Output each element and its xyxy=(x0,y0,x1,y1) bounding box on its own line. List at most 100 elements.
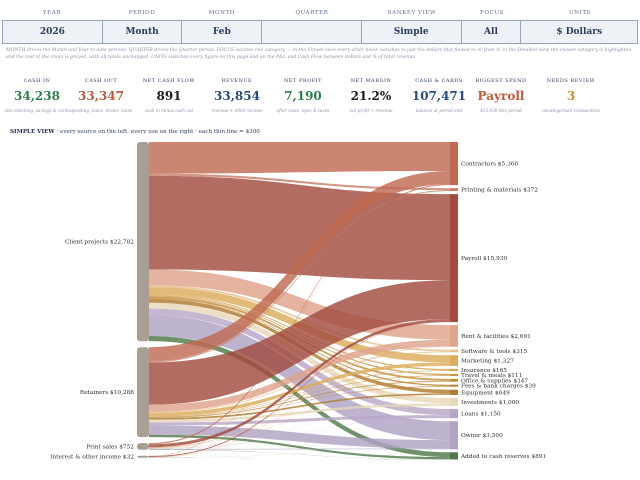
flow-retainers-to-contractors xyxy=(149,171,450,362)
kpi-value: 7,190 xyxy=(284,89,322,103)
kpi-value: 3 xyxy=(566,89,576,103)
source-label: Client projects $22,782 xyxy=(65,240,134,246)
target-label: Investments $1,000 xyxy=(461,400,519,406)
source-label: Interest & other income $32 xyxy=(50,455,134,461)
flow-print-sales-to-travel-meals xyxy=(149,375,450,449)
target-label: Contractors $5,366 xyxy=(461,162,518,168)
target-node-insurance xyxy=(450,368,458,371)
kpi-label: REVENUE xyxy=(221,78,253,84)
flow-interest-other-income-to-office-supplies xyxy=(149,381,450,458)
flow-retainers-to-investments xyxy=(149,403,450,423)
hint-line-1: MONTH drives the Month and Year-to-date … xyxy=(6,48,632,53)
flow-print-sales-to-insurance xyxy=(149,370,450,449)
source-label: Print sales $752 xyxy=(86,444,134,450)
flow-client-projects-to-printing-materials xyxy=(149,173,450,191)
flow-interest-other-income-to-fees-bank-charges xyxy=(149,386,450,458)
flow-retainers-to-payroll xyxy=(149,280,450,405)
target-node-rent-facilities xyxy=(450,325,458,347)
flow-print-sales-to-rent-facilities xyxy=(149,346,450,448)
kpi-label: CASH & CARDS xyxy=(415,78,463,84)
kpi-value: 891 xyxy=(156,89,182,103)
flow-interest-other-income-to-printing-materials xyxy=(149,191,450,457)
kpi-label: NET MARGIN xyxy=(350,78,392,84)
control-quarter[interactable] xyxy=(262,21,362,43)
flow-retainers-to-equipment xyxy=(149,393,450,420)
flow-interest-other-income-to-travel-meals xyxy=(149,375,450,458)
control-focus[interactable]: All xyxy=(461,21,522,43)
target-label: Software & tools $315 xyxy=(461,349,527,355)
kpi-revenue: REVENUE 33,854 revenue + other income xyxy=(202,78,272,113)
flow-interest-other-income-to-insurance xyxy=(149,370,450,458)
hint-line-2: and the rest of the chain is greyed, wit… xyxy=(6,55,417,60)
target-node-equipment xyxy=(450,389,458,395)
flow-interest-other-income-to-marketing xyxy=(149,365,450,458)
flow-interest-other-income-to-rent-facilities xyxy=(149,346,450,458)
flow-retainers-to-loans xyxy=(149,415,450,426)
kpi-value: Payroll xyxy=(477,89,525,103)
flow-print-sales-to-contractors xyxy=(149,184,450,445)
flow-print-sales-to-marketing xyxy=(149,365,450,449)
control-label-quarter: QUARTER xyxy=(295,10,329,16)
control-units[interactable]: $ Dollars xyxy=(521,21,637,43)
flow-print-sales-to-equipment xyxy=(149,394,450,449)
flow-interest-other-income-to-added-to-cash-reserves xyxy=(149,457,450,460)
control-label-sankey-view: SANKEY VIEW xyxy=(387,10,437,16)
flow-retainers-to-office-supplies xyxy=(149,380,450,418)
flow-print-sales-to-office-supplies xyxy=(149,381,450,449)
target-node-investments xyxy=(450,397,458,406)
flow-interest-other-income-to-loans xyxy=(149,418,450,458)
kpi-subtext: spending, loans, draws, loans xyxy=(69,108,133,113)
flow-retainers-to-added-to-cash-reserves xyxy=(149,434,450,460)
control-label-units: UNITS xyxy=(568,10,592,16)
source-node-interest-other-income xyxy=(137,455,149,458)
kpi-subtext: into checking, savings & cards xyxy=(4,108,70,113)
kpi-subtext: cash in minus cash out xyxy=(144,108,194,113)
flow-print-sales-to-owner xyxy=(149,448,450,450)
target-node-office-supplies xyxy=(450,378,458,382)
target-node-owner xyxy=(450,421,458,450)
flow-print-sales-to-fees-bank-charges xyxy=(149,386,450,449)
source-node-retainers xyxy=(137,347,149,438)
control-label-month: MONTH xyxy=(208,10,236,16)
flow-print-sales-to-loans xyxy=(149,417,450,449)
target-node-fees-bank-charges xyxy=(450,384,458,387)
kpi-net-margin: NET MARGIN 21.2% net profit ÷ revenue xyxy=(336,78,406,113)
sankey-caption-text: · every source on the left, every use on… xyxy=(56,129,260,135)
target-node-contractors xyxy=(450,142,458,186)
kpi-value: 34,238 xyxy=(14,89,60,103)
target-node-software-tools xyxy=(450,349,458,353)
target-label: Fees & bank charges $39 xyxy=(461,384,536,390)
sankey-chart: Client projects $22,782 Retainers $10,288… xyxy=(50,142,546,461)
flow-print-sales-to-investments xyxy=(149,405,450,449)
target-node-loans xyxy=(450,408,458,419)
flow-print-sales-to-software-tools xyxy=(149,352,450,448)
target-label: Office & supplies $347 xyxy=(461,378,528,384)
kpi-label: CASH IN xyxy=(23,78,51,84)
flow-retainers-to-printing-materials xyxy=(149,190,450,363)
target-label: Insurance $165 xyxy=(461,368,507,374)
source-label: Retainers $10,288 xyxy=(80,390,134,396)
flow-interest-other-income-to-contractors xyxy=(149,185,450,457)
kpi-net-cash-flow: NET CASH FLOW 891 cash in minus cash out xyxy=(134,78,204,113)
flow-client-projects-to-added-to-cash-reserves xyxy=(149,335,450,458)
target-label: Payroll $15,930 xyxy=(461,256,507,262)
control-period[interactable]: Month xyxy=(102,21,183,43)
target-label: Printing & materials $372 xyxy=(461,188,538,194)
target-node-travel-meals xyxy=(450,373,458,376)
flow-print-sales-to-payroll xyxy=(149,319,450,448)
filter-controls: 2026 Month Feb Simple All $ Dollars xyxy=(2,20,638,44)
target-label: Rent & facilities $2,691 xyxy=(461,334,531,340)
flow-interest-other-income-to-investments xyxy=(149,405,450,458)
control-label-year: YEAR xyxy=(42,10,62,16)
control-year[interactable]: 2026 xyxy=(3,21,103,43)
source-node-client-projects xyxy=(137,142,149,342)
flow-print-sales-to-printing-materials xyxy=(149,191,450,445)
controls-hint: MONTH drives the Month and Year-to-date … xyxy=(6,47,638,61)
source-node-print-sales xyxy=(137,443,149,450)
control-month[interactable]: Feb xyxy=(182,21,263,43)
flow-client-projects-to-contractors xyxy=(149,142,450,174)
target-label: Added to cash reserves $891 xyxy=(460,454,546,460)
kpi-label: NET PROFIT xyxy=(284,78,322,84)
target-label: Loans $1,150 xyxy=(461,412,501,418)
control-sankey-view[interactable]: Simple xyxy=(361,21,462,43)
